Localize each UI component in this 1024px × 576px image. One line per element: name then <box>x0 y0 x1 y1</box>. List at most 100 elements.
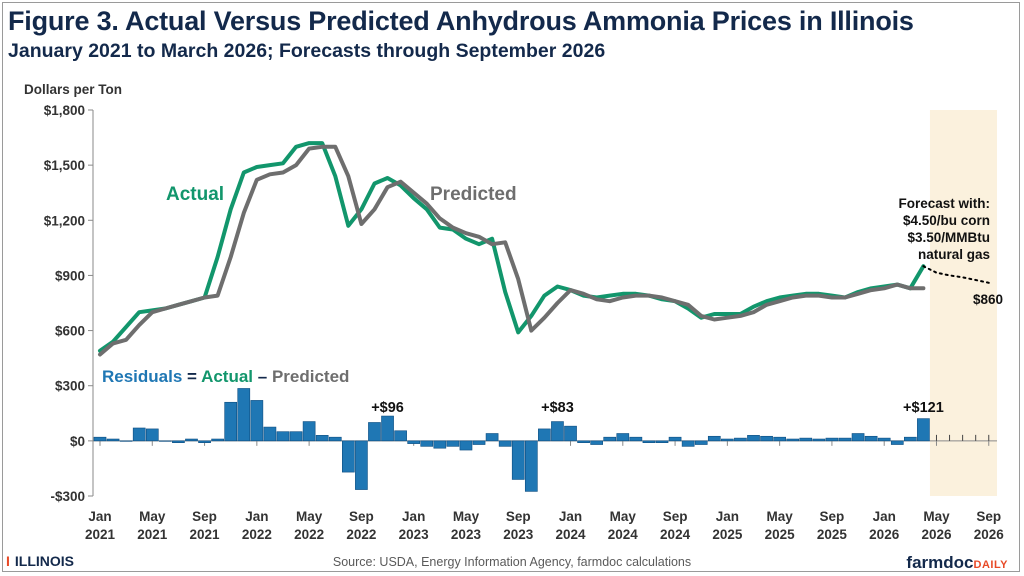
residual-bar <box>420 440 434 447</box>
x-tick-label-year: 2024 <box>660 527 691 542</box>
residual-bar <box>773 436 786 442</box>
residual-bar <box>433 440 447 449</box>
residual-bar <box>394 430 407 442</box>
x-tick-label-month: Jan <box>402 509 425 524</box>
illinois-logo: I ILLINOIS <box>6 553 74 569</box>
residual-bar <box>616 433 630 442</box>
residual-bar <box>655 440 669 443</box>
residual-bar <box>917 418 930 442</box>
residual-bar <box>904 436 917 442</box>
residual-bar <box>668 436 682 442</box>
residual-bar <box>106 438 120 442</box>
residuals-legend: Residuals = Actual – Predicted <box>102 367 349 386</box>
residual-bar <box>851 433 865 442</box>
y-tick-label: $0 <box>70 434 85 449</box>
x-tick-label-year: 2025 <box>765 527 796 542</box>
x-tick-label-year: 2026 <box>974 527 1005 542</box>
residual-bar <box>328 436 342 442</box>
x-tick-label-year: 2023 <box>399 527 430 542</box>
residual-bar <box>551 421 564 442</box>
x-tick-label-month: Sep <box>663 509 688 524</box>
page-title: Figure 3. Actual Versus Predicted Anhydr… <box>8 6 914 36</box>
residual-bar <box>498 440 512 447</box>
forecast-period-band <box>929 110 997 496</box>
residual-bar <box>198 440 211 443</box>
series-label-actual: Actual <box>166 184 224 205</box>
residual-bar <box>263 426 277 442</box>
farmdoc-logo-text: farmdoc <box>906 553 974 572</box>
residual-bar <box>302 421 316 442</box>
residual-bar <box>707 435 721 442</box>
residual-bar <box>642 440 656 443</box>
residual-bar <box>538 428 551 442</box>
x-tick-label-year: 2025 <box>712 527 743 542</box>
series-line-actual <box>98 141 926 353</box>
illinois-logo-text: ILLINOIS <box>14 553 75 569</box>
residual-bar <box>93 436 107 442</box>
residuals-legend-part: Predicted <box>272 367 349 386</box>
residual-bar <box>289 431 303 442</box>
y-tick-label: $1,500 <box>44 158 85 173</box>
illinois-mark-icon: I <box>6 553 10 569</box>
residual-bar <box>864 435 878 442</box>
residual-bar <box>407 440 421 444</box>
residual-bar <box>341 440 355 473</box>
x-tick-label-year: 2022 <box>346 527 376 542</box>
y-tick-label: $300 <box>55 379 85 394</box>
residual-bar <box>119 440 133 442</box>
y-tick-label: -$300 <box>50 489 85 504</box>
x-tick-label-year: 2021 <box>85 527 116 542</box>
y-tick-label: $1,800 <box>44 103 85 118</box>
x-tick-label-year: 2024 <box>555 527 586 542</box>
residual-bar <box>224 401 238 442</box>
x-tick-label-year: 2021 <box>137 527 168 542</box>
residual-bar <box>681 440 695 447</box>
page-subtitle: January 2021 to March 2026; Forecasts th… <box>8 40 606 62</box>
residual-bar <box>472 440 486 445</box>
x-tick-label-month: Jan <box>245 509 268 524</box>
residual-bar <box>211 438 224 442</box>
forecast-note-line: $3.50/MMBtu <box>907 230 990 245</box>
source-note: Source: USDA, Energy Information Agency,… <box>332 555 692 569</box>
residual-bar <box>590 440 603 445</box>
residual-bar <box>159 440 172 442</box>
residual-bar <box>315 435 329 442</box>
x-tick-label-month: Sep <box>976 509 1001 524</box>
x-tick-label-year: 2026 <box>869 527 900 542</box>
x-tick-label-year: 2023 <box>451 527 482 542</box>
residual-bar <box>381 415 394 442</box>
x-tick-label-year: 2025 <box>817 527 848 542</box>
residual-bar <box>276 431 290 442</box>
forecast-end-value: $860 <box>973 292 1003 307</box>
x-tick-label-month: May <box>767 509 794 524</box>
residual-bar <box>838 437 852 442</box>
farmdoc-logo-daily: DAILY <box>973 559 1008 571</box>
residual-bars <box>93 388 930 492</box>
residual-bar <box>485 433 499 442</box>
residuals-legend-part: Actual <box>201 367 253 386</box>
forecast-note-line: $4.50/bu corn <box>903 213 990 228</box>
x-tick-label-month: Jan <box>873 509 896 524</box>
series-line-forecast <box>922 265 990 284</box>
residual-bar <box>446 440 460 447</box>
x-tick-label-year: 2022 <box>242 527 272 542</box>
residual-bar <box>890 440 904 445</box>
residual-bar <box>524 440 538 492</box>
residuals-legend-part: = <box>182 367 201 386</box>
residual-bar <box>603 436 617 442</box>
x-tick-label-month: May <box>139 509 166 524</box>
residual-bar <box>734 437 747 442</box>
residual-bar <box>172 440 185 443</box>
residual-bar <box>786 438 800 442</box>
residual-bar <box>250 400 264 442</box>
residual-bar <box>694 440 708 445</box>
residual-bar <box>564 425 577 442</box>
residuals-legend-part: Residuals <box>102 367 182 386</box>
forecast-note-line: natural gas <box>918 247 990 262</box>
farmdoc-logo: farmdocDAILY <box>906 553 1008 573</box>
y-tick-label: $600 <box>55 324 85 339</box>
x-tick-label-year: 2021 <box>190 527 221 542</box>
residual-callout: +$96 <box>371 400 404 416</box>
